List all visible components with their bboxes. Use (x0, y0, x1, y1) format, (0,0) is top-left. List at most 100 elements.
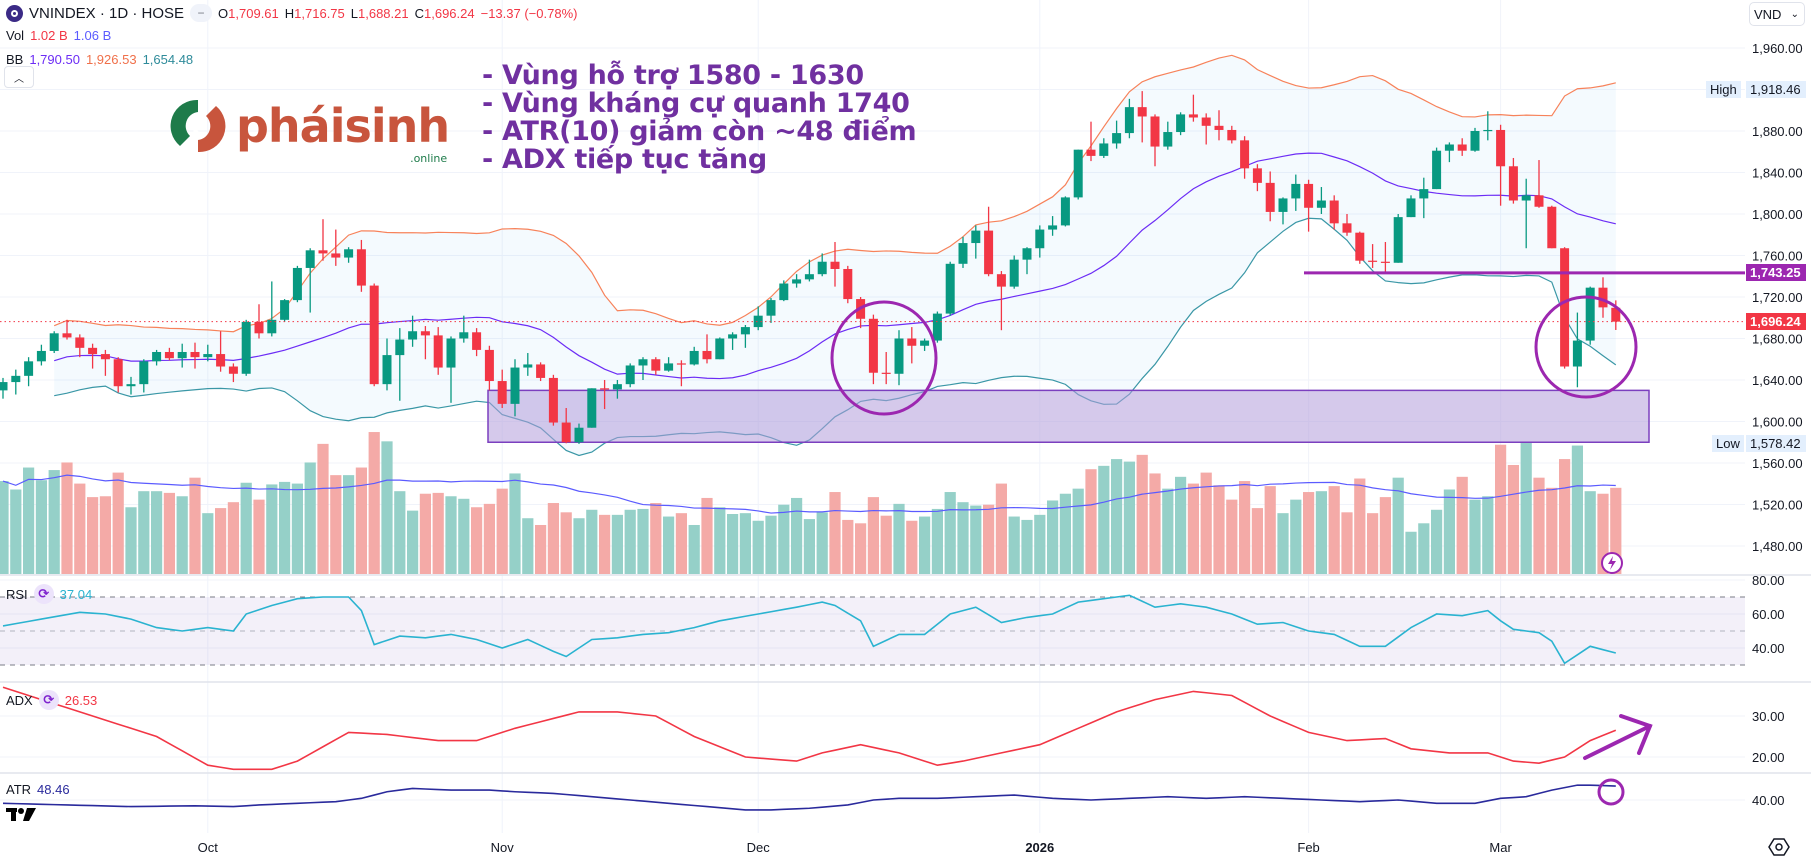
change-value: −13.37 (−0.78%) (480, 5, 578, 21)
volume-bar (1379, 497, 1391, 574)
candle-body (600, 388, 610, 390)
price-tick-label: 1,640.00 (1752, 373, 1803, 388)
volume-bar (1328, 486, 1340, 574)
volume-bar (970, 505, 982, 574)
candle-body (241, 321, 251, 374)
adx-value: 26.53 (64, 692, 98, 708)
volume-bar (611, 514, 623, 574)
candles (0, 91, 1621, 444)
atr-pane (2, 784, 1616, 811)
candle-body (958, 243, 968, 264)
highlight-circle (1534, 295, 1638, 399)
volume-bar (1418, 523, 1430, 574)
volume-bar (765, 515, 777, 574)
high-marker-value: 1,918.46 (1746, 81, 1806, 98)
volume-bar (1405, 531, 1417, 574)
volume-bar (0, 481, 9, 574)
volume-bar (125, 507, 137, 574)
currency-dropdown[interactable]: VND ⌄ (1749, 2, 1805, 26)
volume-bar (407, 510, 419, 574)
candle-body (1035, 229, 1045, 249)
time-axis-label: Oct (198, 840, 219, 855)
volume-bar (279, 481, 291, 574)
volume-bar (560, 512, 572, 574)
candle-body (1022, 248, 1032, 260)
volume-bar (1507, 464, 1519, 574)
support-zone-rect (487, 389, 1650, 443)
price-tick-label: 1,800.00 (1752, 207, 1803, 222)
tradingview-logo-icon[interactable] (6, 806, 38, 822)
bb-basis-value: 1,790.50 (29, 52, 80, 67)
candle-body (177, 351, 187, 359)
adx-legend[interactable]: ADX ⟳ 26.53 (6, 690, 97, 710)
volume-value: 1.02 B (30, 28, 68, 43)
volume-bar (1213, 485, 1225, 574)
volume-bar (701, 497, 713, 574)
candle-body (1073, 149, 1083, 198)
currency-value: VND (1754, 7, 1782, 22)
rsi-line (2, 594, 1617, 665)
candle-body (88, 347, 98, 355)
low-marker-value: 1,578.42 (1746, 435, 1806, 452)
candle-body (292, 267, 302, 301)
refresh-icon[interactable]: ⟳ (38, 690, 59, 710)
candle-body (689, 350, 699, 365)
axes: 1,960.00 1,880.00 1,840.00 1,800.00 1,760.00… (198, 41, 1803, 855)
rsi-value: 37.04 (59, 586, 93, 602)
candle-body (1585, 287, 1595, 341)
candle-body (1508, 166, 1518, 201)
rsi-tick-label: 40.00 (1752, 641, 1785, 656)
refresh-icon[interactable]: ⟳ (33, 584, 54, 604)
volume-bar (842, 519, 854, 574)
volume-legend[interactable]: Vol 1.02 B 1.06 B (6, 28, 111, 43)
symbol-logo-icon (6, 4, 23, 22)
candle-body (817, 261, 827, 275)
bb-legend[interactable]: BB 1,790.50 1,926.53 1,654.48 (6, 52, 193, 67)
candle-body (1611, 307, 1621, 322)
candle-body (1291, 183, 1301, 199)
candle-body (843, 268, 853, 300)
rsi-legend[interactable]: RSI ⟳ 37.04 (6, 584, 92, 604)
candle-body (139, 361, 149, 385)
high-value: 1,716.75 (294, 5, 345, 21)
bb-upper-value: 1,926.53 (85, 52, 137, 67)
price-tick-label: 1,600.00 (1752, 415, 1803, 430)
volume-bar (1239, 481, 1251, 574)
symbol-title[interactable]: VNINDEX · 1D · HOSE (29, 4, 185, 22)
volume-bar (803, 519, 815, 574)
hide-legend-button[interactable]: − (190, 4, 213, 22)
atr-legend[interactable]: ATR 48.46 (6, 782, 70, 797)
lightning-icon[interactable] (1600, 551, 1624, 575)
volume-bar (381, 441, 393, 574)
candle-body (984, 230, 994, 275)
logo-name: pháisinh (236, 99, 450, 153)
candle-body (536, 364, 546, 378)
volume-bar (1559, 459, 1571, 574)
volume-bar (535, 524, 547, 574)
volume-bar (906, 520, 918, 574)
adx-line (2, 686, 1617, 771)
volume-bar (227, 502, 239, 574)
volume-bar (1162, 488, 1174, 574)
chevron-up-icon: ︿ (14, 73, 24, 85)
atr-highlight-circle (1597, 778, 1625, 806)
candle-body (280, 300, 290, 320)
volume-bar (1469, 499, 1481, 574)
high-label: H (284, 5, 295, 21)
time-axis-label: Feb (1297, 840, 1319, 855)
volume-bar (1072, 488, 1084, 574)
volume-bar (855, 523, 867, 574)
rsi-tick-label: 60.00 (1752, 607, 1785, 622)
settings-gear-icon[interactable] (1768, 837, 1790, 857)
volume-bar (1456, 476, 1468, 574)
collapse-legend-button[interactable]: ︿ (4, 66, 34, 88)
candle-body (484, 349, 494, 382)
volume-bar (240, 482, 252, 574)
chevron-down-icon: ⌄ (1790, 9, 1799, 20)
time-axis-label: Dec (747, 840, 771, 855)
volume-bar (1187, 483, 1199, 574)
volume-bar (1277, 513, 1289, 574)
candle-body (715, 338, 725, 360)
candle-body (1355, 232, 1365, 261)
